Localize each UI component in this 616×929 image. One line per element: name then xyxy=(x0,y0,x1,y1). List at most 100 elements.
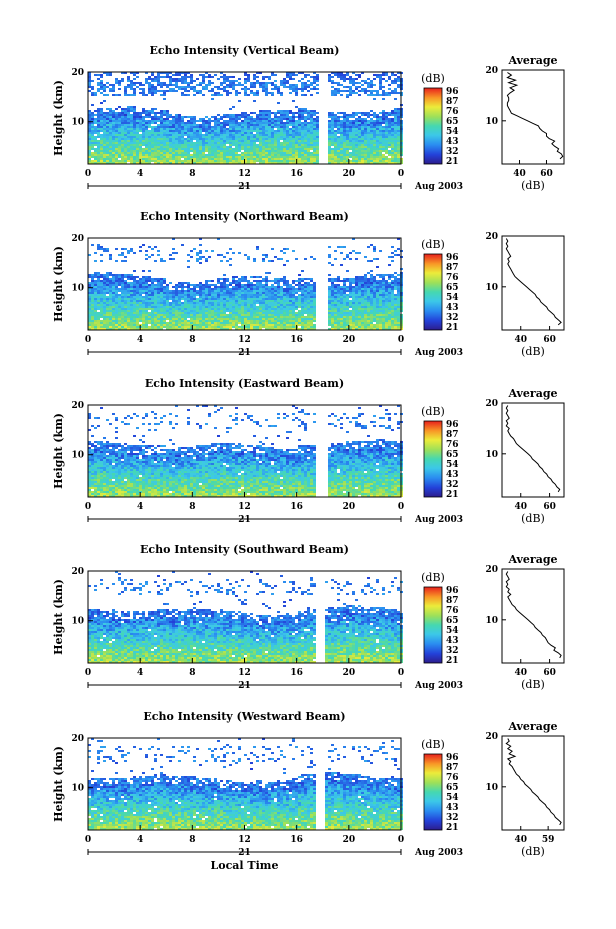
average-x-tick-label: 40 xyxy=(514,502,527,512)
colorbar-tick-label: 96 xyxy=(446,253,459,263)
x-tick-label: 12 xyxy=(238,335,251,345)
colorbar-tick-label: 65 xyxy=(446,616,459,626)
chart-panel-3: Echo Intensity (Southward Beam) 10 20 Heigh… xyxy=(52,543,565,691)
colorbar-label: (dB) xyxy=(421,571,445,584)
date-label: Aug 2003 xyxy=(414,848,463,858)
x-tick-label: 8 xyxy=(189,335,195,345)
x-tick-label: 0 xyxy=(85,335,91,345)
colorbar-tick-label: 21 xyxy=(446,656,459,666)
average-x-tick-label: 60 xyxy=(540,169,553,179)
heatmap xyxy=(88,72,403,164)
average-x-tick-label: 60 xyxy=(543,668,556,678)
colorbar-tick-label: 21 xyxy=(446,490,459,500)
colorbar-tick-label: 21 xyxy=(446,823,459,833)
x-tick-label: 0 xyxy=(85,502,91,512)
chart-title: Echo Intensity (Vertical Beam) xyxy=(149,44,339,57)
x-tick-label: 4 xyxy=(137,335,143,345)
colorbar-tick-label: 87 xyxy=(446,763,459,773)
chart-panel-2: Echo Intensity (Eastward Beam) 10 20 Height… xyxy=(52,377,565,525)
colorbar-label: (dB) xyxy=(421,238,445,251)
heatmap xyxy=(88,571,403,663)
colorbar-tick-label: 21 xyxy=(446,157,459,167)
y-axis-label: Height (km) xyxy=(52,413,65,489)
colorbar-tick-label: 43 xyxy=(446,803,459,813)
colorbar-tick-label: 65 xyxy=(446,783,459,793)
colorbar-tick-label: 32 xyxy=(446,646,459,656)
average-frame xyxy=(501,735,565,831)
colorbar-tick-label: 54 xyxy=(446,626,459,636)
average-frame xyxy=(501,69,565,165)
average-profile-line xyxy=(505,738,562,826)
y-axis-label: Height (km) xyxy=(52,746,65,822)
average-frame xyxy=(501,568,565,664)
y-tick-label: 20 xyxy=(71,567,84,577)
colorbar-tick-label: 32 xyxy=(446,813,459,823)
x-tick-label: 4 xyxy=(137,502,143,512)
average-x-label: (dB) xyxy=(521,678,545,691)
x-tick-label: 12 xyxy=(238,835,251,845)
average-profile-line xyxy=(505,571,562,659)
average-y-tick-label: 10 xyxy=(485,283,498,293)
x-tick-label: 0 xyxy=(398,335,404,345)
average-x-tick-label: 40 xyxy=(514,668,527,678)
average-profile-line xyxy=(505,405,561,493)
x-tick-label: 0 xyxy=(398,169,404,179)
colorbar-tick-label: 54 xyxy=(446,293,459,303)
x-tick-label: 16 xyxy=(290,169,303,179)
average-x-tick-label: 60 xyxy=(543,502,556,512)
x-tick-label: 8 xyxy=(189,169,195,179)
average-frame xyxy=(501,402,565,498)
average-title: Average xyxy=(507,387,557,400)
colorbar-tick-label: 54 xyxy=(446,127,459,137)
x-tick-label: 4 xyxy=(137,668,143,678)
date-label: Aug 2003 xyxy=(414,681,463,691)
x-tick-label: 4 xyxy=(137,169,143,179)
y-axis-label: Height (km) xyxy=(52,579,65,655)
average-x-tick-label: 40 xyxy=(514,835,527,845)
colorbar xyxy=(423,253,443,331)
colorbar-label: (dB) xyxy=(421,405,445,418)
colorbar xyxy=(423,586,443,664)
colorbar-tick-label: 32 xyxy=(446,480,459,490)
average-y-tick-label: 20 xyxy=(485,732,498,742)
colorbar-tick-label: 96 xyxy=(446,753,459,763)
average-y-tick-label: 10 xyxy=(485,117,498,127)
average-frame xyxy=(501,235,565,331)
colorbar-tick-label: 76 xyxy=(446,107,459,117)
x-tick-label: 0 xyxy=(85,169,91,179)
chart-title: Echo Intensity (Westward Beam) xyxy=(143,710,345,723)
date-label: Aug 2003 xyxy=(414,515,463,525)
colorbar xyxy=(423,753,443,831)
colorbar-tick-label: 76 xyxy=(446,273,459,283)
average-y-tick-label: 20 xyxy=(485,565,498,575)
average-x-tick-label: 60 xyxy=(543,335,556,345)
colorbar-tick-label: 76 xyxy=(446,773,459,783)
colorbar-tick-label: 87 xyxy=(446,263,459,273)
date-label: Aug 2003 xyxy=(414,182,463,192)
y-tick-label: 20 xyxy=(71,234,84,244)
colorbar-label: (dB) xyxy=(421,738,445,751)
average-y-tick-label: 20 xyxy=(485,232,498,242)
x-tick-label: 0 xyxy=(398,668,404,678)
day-label: 21 xyxy=(238,681,251,691)
x-tick-label: 8 xyxy=(189,502,195,512)
average-y-tick-label: 10 xyxy=(485,616,498,626)
colorbar xyxy=(423,420,443,498)
chart-panel-0: Echo Intensity (Vertical Beam) 10 20 Height… xyxy=(52,44,565,192)
colorbar-tick-label: 76 xyxy=(446,440,459,450)
y-tick-label: 20 xyxy=(71,401,84,411)
average-y-tick-label: 10 xyxy=(485,783,498,793)
colorbar-label: (dB) xyxy=(421,72,445,85)
average-title: Average xyxy=(507,720,557,733)
y-tick-label: 10 xyxy=(71,617,84,627)
colorbar-tick-label: 87 xyxy=(446,596,459,606)
day-label: 21 xyxy=(238,182,251,192)
x-tick-label: 16 xyxy=(290,502,303,512)
average-x-label: (dB) xyxy=(521,512,545,525)
colorbar-tick-label: 87 xyxy=(446,430,459,440)
chart-panel-4: Echo Intensity (Westward Beam) 10 20 Height… xyxy=(52,710,565,872)
colorbar-tick-label: 43 xyxy=(446,303,459,313)
heatmap xyxy=(88,238,403,330)
y-tick-label: 10 xyxy=(71,118,84,128)
